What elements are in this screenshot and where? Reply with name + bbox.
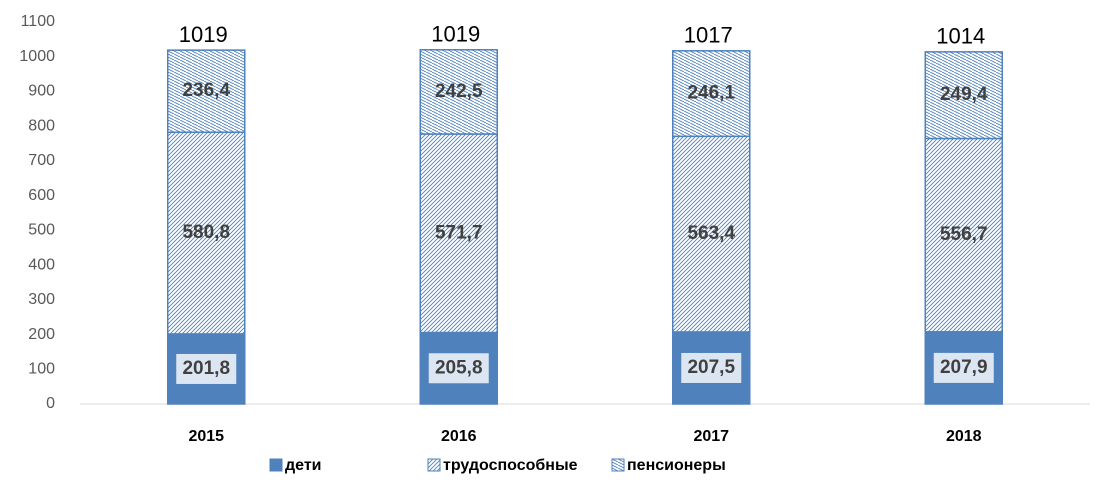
y-tick-label: 1000 [19,48,55,65]
total-label: 1017 [684,23,733,48]
y-tick-label: 200 [28,326,55,343]
y-tick-label: 700 [28,152,55,169]
y-tick-label: 600 [28,187,55,204]
label-box [681,352,742,383]
legend-swatch [427,458,441,472]
legend-label: дети [285,457,322,474]
data-label: 207,9 [940,357,988,378]
x-tick-label: 2018 [946,428,982,445]
bar-segment [167,49,246,133]
label-box [933,352,994,383]
bar-segment [672,50,751,138]
data-label: 563,4 [687,223,735,244]
data-label: 205,8 [435,357,483,378]
legend-swatch [269,458,283,472]
y-tick-label: 800 [28,117,55,134]
data-label: 246,1 [687,83,735,104]
legend-label: трудоспособные [443,457,578,474]
label-box [428,353,489,384]
bar-segment [924,51,1003,140]
bar-segment [419,49,498,135]
total-label: 1014 [936,24,985,49]
x-tick-label: 2015 [188,428,224,445]
x-tick-label: 2016 [441,428,477,445]
y-tick-label: 1100 [21,13,56,30]
y-tick-label: 400 [28,256,55,273]
data-label: 571,7 [435,222,483,243]
x-tick-label: 2017 [693,428,729,445]
data-label: 242,5 [435,81,483,102]
data-label: 236,4 [182,80,230,101]
legend-swatch [611,458,625,472]
y-tick-label: 300 [28,291,55,308]
y-tick-label: 0 [46,395,55,412]
y-tick-label: 500 [28,222,55,239]
bar-segment [419,133,498,334]
bar-segment [672,135,751,333]
legend-label: пенсионеры [627,457,726,474]
total-label: 1019 [431,22,480,47]
data-label: 580,8 [182,222,230,243]
data-label: 201,8 [182,358,230,379]
data-label: 556,7 [940,224,988,245]
bar-segment [167,131,246,335]
y-tick-label: 900 [28,83,55,100]
label-box [176,353,237,384]
data-label: 207,5 [687,357,735,378]
data-label: 249,4 [940,84,988,105]
total-label: 1019 [179,22,228,47]
y-tick-label: 100 [28,360,55,377]
